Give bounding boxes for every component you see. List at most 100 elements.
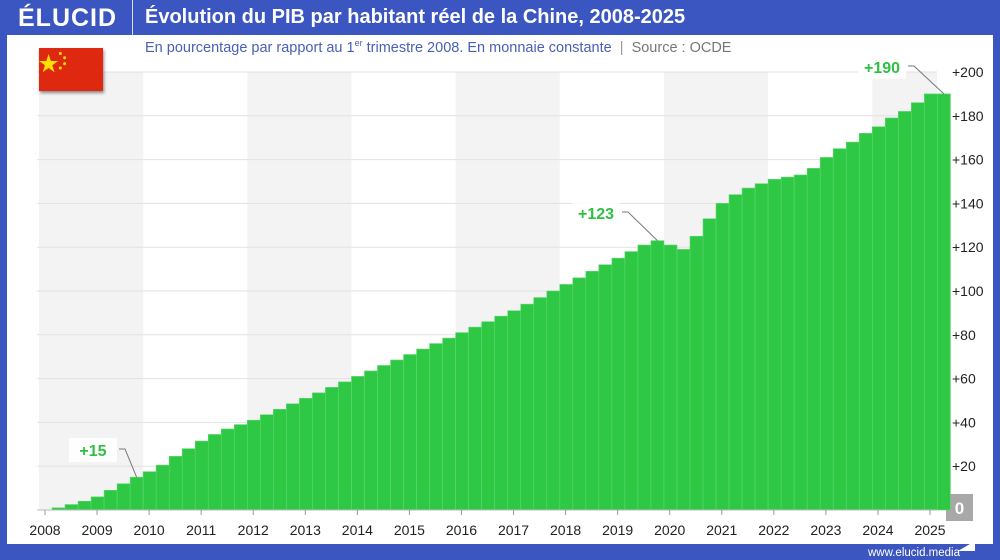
x-tick-label: 2024 [862,522,893,538]
y-tick-label: +100 [952,283,984,299]
y-tick-label: +140 [952,195,984,211]
bar [247,419,261,511]
bar [155,464,170,511]
bar [286,403,300,511]
annotation-label: +123 [578,206,614,223]
bar [64,504,79,511]
x-tick-label: 2010 [134,522,165,538]
bar [416,348,430,511]
x-tick-label: 2008 [29,522,60,538]
annotation-bg [69,438,117,462]
chart-subtitle: En pourcentage par rapport au 1er trimes… [145,38,731,56]
x-tick-label: 2023 [810,522,841,538]
footer-url[interactable]: www.elucid.media [867,547,960,559]
bar [676,249,691,511]
y-tick-label: +60 [952,371,976,387]
bar [234,424,248,511]
zero-label: 0 [955,499,964,518]
bar [194,440,209,511]
bar [832,148,847,511]
bar [598,264,613,511]
y-tick-label: +180 [952,108,984,124]
bar [715,203,730,511]
y-tick-label: +160 [952,152,984,168]
bar [702,218,717,511]
bar [168,456,183,511]
divider [132,0,133,35]
bar [273,408,287,511]
y-tick-label: +20 [952,458,976,474]
bar [898,111,912,511]
bar [429,343,443,511]
subtitle-sup: er [354,38,363,48]
x-tick-label: 2009 [81,522,112,538]
source-text: Source : OCDE [631,39,732,56]
bar [142,471,157,511]
bar [650,240,665,511]
annotation-bg [572,201,620,225]
bar [312,392,326,511]
bar [442,337,456,511]
bar [351,376,365,511]
subtitle-text: En pourcentage par rapport au 1 [145,39,355,56]
bar [572,277,587,511]
bar [364,370,378,511]
bar [390,359,404,511]
bar [546,290,561,511]
annotation-label: +15 [79,443,106,460]
x-tick-label: 2017 [498,522,529,538]
bar [611,257,626,511]
annotation-leader [622,211,658,241]
bar [403,354,417,511]
bar [181,448,196,511]
bar [858,133,873,511]
bar [468,326,482,511]
x-tick-label: 2022 [758,522,789,538]
elucid-logo: ÉLUCID [18,4,118,32]
x-tick-label: 2011 [186,522,216,538]
bar [728,194,743,511]
bar [116,483,131,511]
bar [220,428,235,511]
bar [624,251,639,511]
bar [90,496,105,511]
bar [741,187,756,511]
y-tick-label: +200 [952,64,984,80]
bar [871,126,886,511]
bar [338,381,352,511]
bar [77,500,92,511]
y-tick-label: +80 [952,327,976,343]
bar [585,270,600,511]
x-tick-label: 2012 [238,522,269,538]
bar [129,476,144,511]
bar [689,235,704,511]
bar [845,141,860,511]
bar [455,332,469,511]
annotation-leader [119,448,138,478]
chart-title: Évolution du PIB par habitant réel de la… [145,6,686,28]
bar [937,93,951,511]
bar [793,174,808,511]
bar [884,117,899,511]
bar [663,244,678,511]
bar [819,157,834,511]
bar [207,434,222,511]
annotation-label: +190 [864,60,900,77]
bar [767,179,782,511]
bar [754,183,769,511]
bar [481,321,495,511]
annotation-bg [858,55,906,79]
bar [494,315,509,511]
x-tick-label: 2016 [446,522,477,538]
subtitle-rest: trimestre 2008. En monnaie constante [362,39,612,56]
annotation-leader [908,65,945,95]
bar [911,102,925,511]
bar [806,168,821,511]
x-tick-label: 2014 [342,522,373,538]
x-tick-label: 2020 [654,522,685,538]
bar [533,297,548,511]
bar [507,310,522,511]
bar [103,489,118,511]
bar [377,365,391,511]
